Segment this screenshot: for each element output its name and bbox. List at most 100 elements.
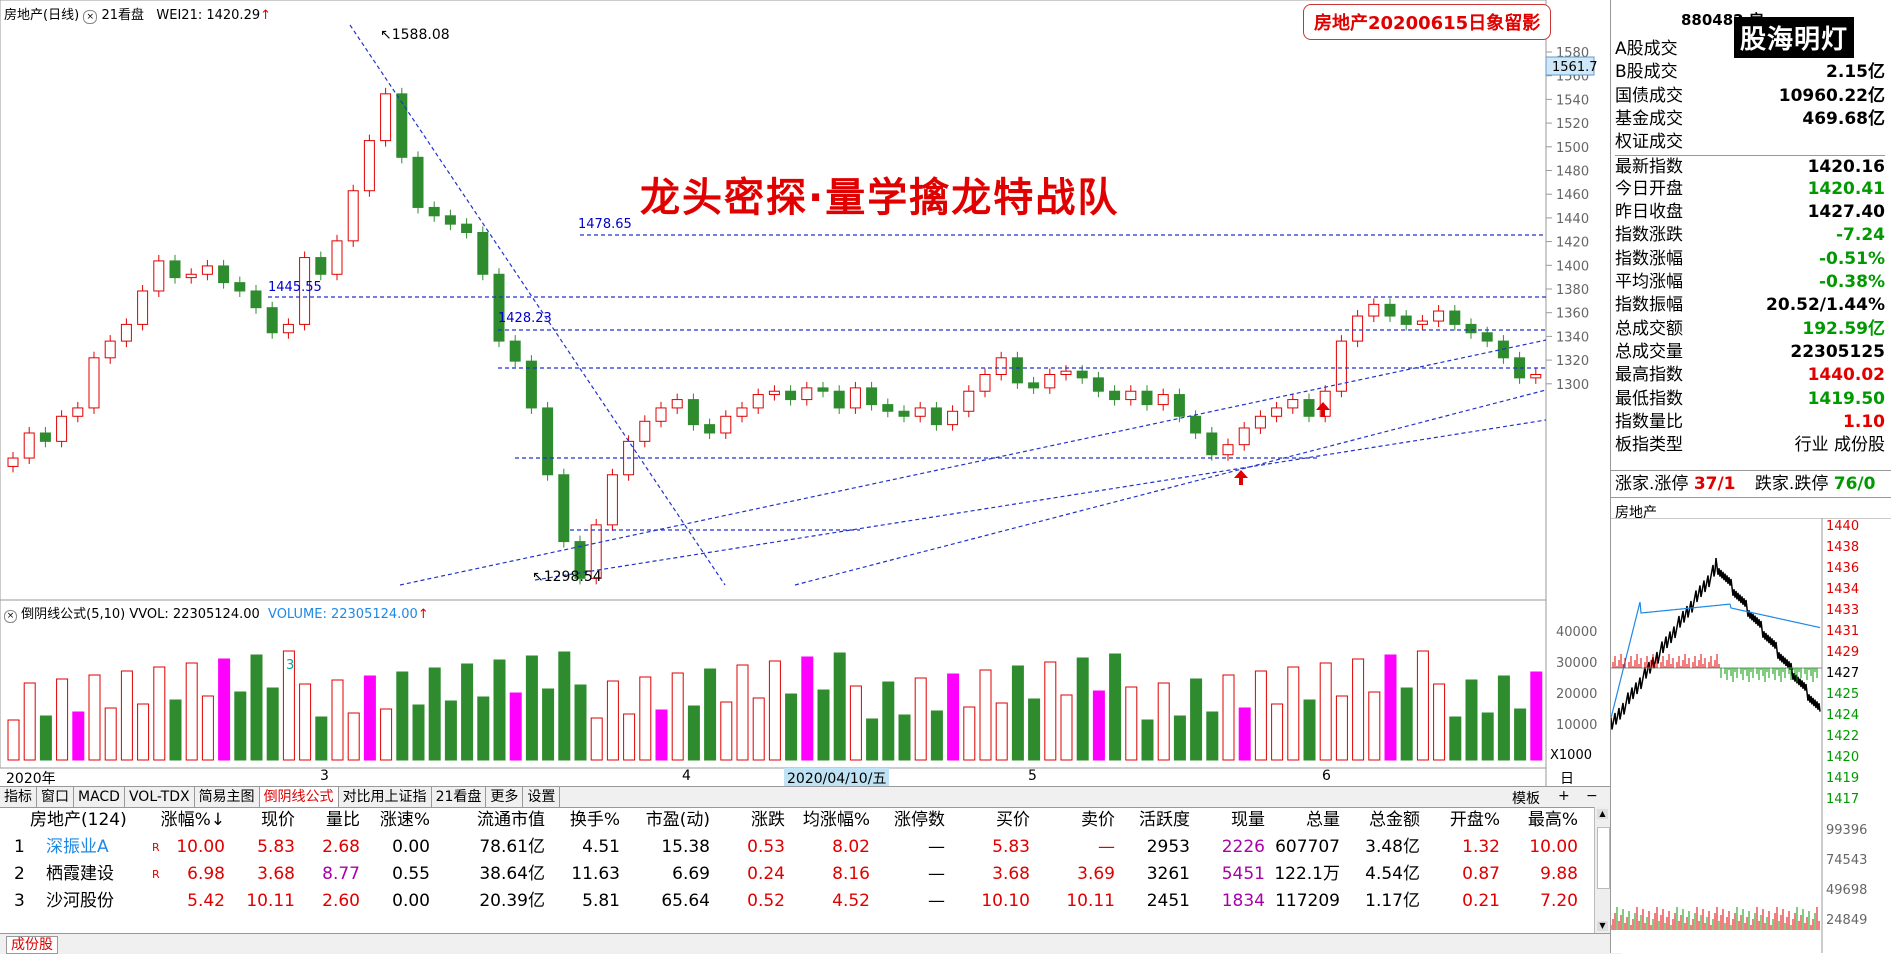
candle — [639, 420, 651, 442]
table-cell: 5.83 — [992, 837, 1030, 857]
candle — [88, 357, 100, 409]
quote-value: 1.10 — [1843, 411, 1885, 432]
table-cell: 2 — [14, 864, 25, 884]
volume-bar — [218, 658, 231, 761]
volume-bar — [477, 696, 490, 761]
vvol-value: VVOL: 22305124.00 — [129, 607, 260, 622]
quote-value: 2.15亿 — [1826, 62, 1885, 83]
col-header[interactable]: 买价 — [996, 810, 1030, 830]
col-header[interactable]: 涨停数 — [894, 810, 945, 830]
constituents-tab[interactable]: 成份股 — [0, 933, 1622, 954]
volume-tick-label: 40000 — [1556, 625, 1597, 640]
tab-compare[interactable]: 对比用上证指 — [339, 787, 432, 807]
tab-macd[interactable]: MACD — [74, 787, 125, 807]
table-row[interactable]: 3 沙河股份 5.42 10.11 2.60 0.00 20.39亿 5.81 65.64 0.5… — [0, 888, 1600, 915]
intraday-chart: 1440 1438 1436 1434 1433 1431 1429 1427 1425 1424… — [1611, 518, 1891, 953]
table-scrollbar[interactable]: ▲ ▼ — [1594, 807, 1611, 933]
table-cell: — — [928, 837, 945, 857]
col-header[interactable]: 现量 — [1231, 810, 1265, 830]
table-row[interactable]: 2 栖霞建设 R 6.98 3.68 8.77 0.55 38.64亿 11.63 6.69 0.2… — [0, 861, 1600, 888]
volume-bar — [1433, 683, 1446, 761]
up-arrow-icon: ↑ — [260, 8, 272, 23]
candle — [525, 360, 537, 409]
template-button[interactable]: 模板 — [1512, 791, 1540, 807]
quote-row: 平均涨幅 -0.38% — [1615, 271, 1885, 294]
col-header[interactable]: 现价 — [261, 810, 295, 830]
col-header[interactable]: 总金额 — [1369, 810, 1420, 830]
candle — [39, 432, 51, 442]
close-icon[interactable]: × — [4, 610, 17, 623]
mini-axis-label: 1434 — [1826, 582, 1859, 597]
col-header[interactable]: 流通市值 — [477, 810, 545, 830]
candle — [299, 257, 311, 325]
table-row[interactable]: 1 深振业A R 10.00 5.83 2.68 0.00 78.61亿 4.51 15.38 0.… — [0, 834, 1600, 861]
quote-value: 1420.16 — [1807, 156, 1885, 177]
quote-value: 22305125 — [1790, 341, 1885, 362]
quote-label: 指数涨跌 — [1615, 225, 1683, 246]
add-button[interactable]: + — [1558, 788, 1570, 804]
col-header[interactable]: 涨跌 — [751, 810, 785, 830]
table-cell: 8.02 — [832, 837, 870, 857]
volume-bar — [1416, 650, 1429, 761]
col-header[interactable]: 房地产(124) — [30, 810, 127, 830]
tab-more[interactable]: 更多 — [486, 787, 524, 807]
candle — [1060, 370, 1072, 376]
col-header[interactable]: 换手% — [569, 810, 620, 830]
candle — [947, 410, 959, 426]
tab-window[interactable]: 窗口 — [37, 787, 74, 807]
col-header[interactable]: 总量 — [1306, 810, 1340, 830]
col-header[interactable]: 均涨幅% — [802, 810, 870, 830]
quote-label: 今日开盘 — [1615, 178, 1683, 199]
mini-axis-label: 1433 — [1826, 603, 1859, 618]
volume-bar — [639, 676, 652, 761]
col-header[interactable]: 开盘% — [1449, 810, 1500, 830]
col-header[interactable]: 卖价 — [1081, 810, 1115, 830]
candle — [185, 273, 197, 279]
tab-indicator[interactable]: 指标 — [0, 787, 37, 807]
candle — [104, 340, 116, 359]
candlestick-chart[interactable]: 1580156015401520150014801460144014201400… — [0, 0, 1610, 790]
quote-row: 最新指数 1420.16 — [1615, 154, 1885, 179]
tab-21-watch[interactable]: 21看盘 — [432, 787, 487, 807]
col-header[interactable]: 涨幅%↓ — [160, 810, 225, 830]
mini-axis-label: 1436 — [1826, 561, 1859, 576]
trend-line — [399, 339, 1547, 586]
tab-inverse-formula[interactable]: 倒阴线公式 — [259, 787, 339, 807]
candle — [477, 232, 489, 275]
low-label: ↖1298.54 — [532, 569, 602, 585]
tab-simple-main[interactable]: 简易主图 — [195, 787, 260, 807]
col-header[interactable]: 最高% — [1527, 810, 1578, 830]
candle — [979, 374, 991, 392]
table-cell: 5.42 — [187, 891, 225, 911]
close-icon[interactable]: × — [83, 10, 98, 24]
candle — [558, 474, 570, 543]
candle — [1319, 390, 1331, 417]
brand-logo: 股海明灯 — [1734, 17, 1855, 58]
table-cell: 8.16 — [832, 864, 870, 884]
tab-settings[interactable]: 设置 — [523, 787, 561, 807]
candle — [1465, 323, 1477, 334]
col-header[interactable]: 活跃度 — [1139, 810, 1190, 830]
trend-line — [534, 419, 1547, 581]
volume-bar — [1384, 654, 1397, 761]
quote-label: 国债成交 — [1615, 85, 1683, 106]
col-header[interactable]: 量比 — [326, 810, 360, 830]
volume-header: × 倒阴线公式(5,10) VVOL: 22305124.00 VOLUME: … — [4, 603, 429, 623]
col-header[interactable]: 涨速% — [379, 810, 430, 830]
volume-bar — [347, 712, 360, 761]
wei-label: WEI21: 1420.29 — [156, 8, 261, 23]
table-cell: 3.48亿 — [1365, 837, 1420, 857]
volume-bar — [687, 705, 700, 761]
price-tick-label: 1500 — [1556, 141, 1589, 156]
table-cell: — — [1098, 837, 1115, 857]
level-1445-label: 1445.55 — [268, 280, 322, 295]
volume-bar — [1092, 690, 1105, 761]
month-label: 3 — [320, 768, 329, 784]
table-cell: 2.60 — [322, 891, 360, 911]
candle — [1157, 394, 1169, 406]
tab-vol-tdx[interactable]: VOL-TDX — [125, 787, 195, 807]
table-cell: 0.52 — [747, 891, 785, 911]
candle — [509, 340, 521, 362]
col-header[interactable]: 市盈(动) — [645, 810, 710, 830]
remove-button[interactable]: − — [1586, 788, 1598, 804]
